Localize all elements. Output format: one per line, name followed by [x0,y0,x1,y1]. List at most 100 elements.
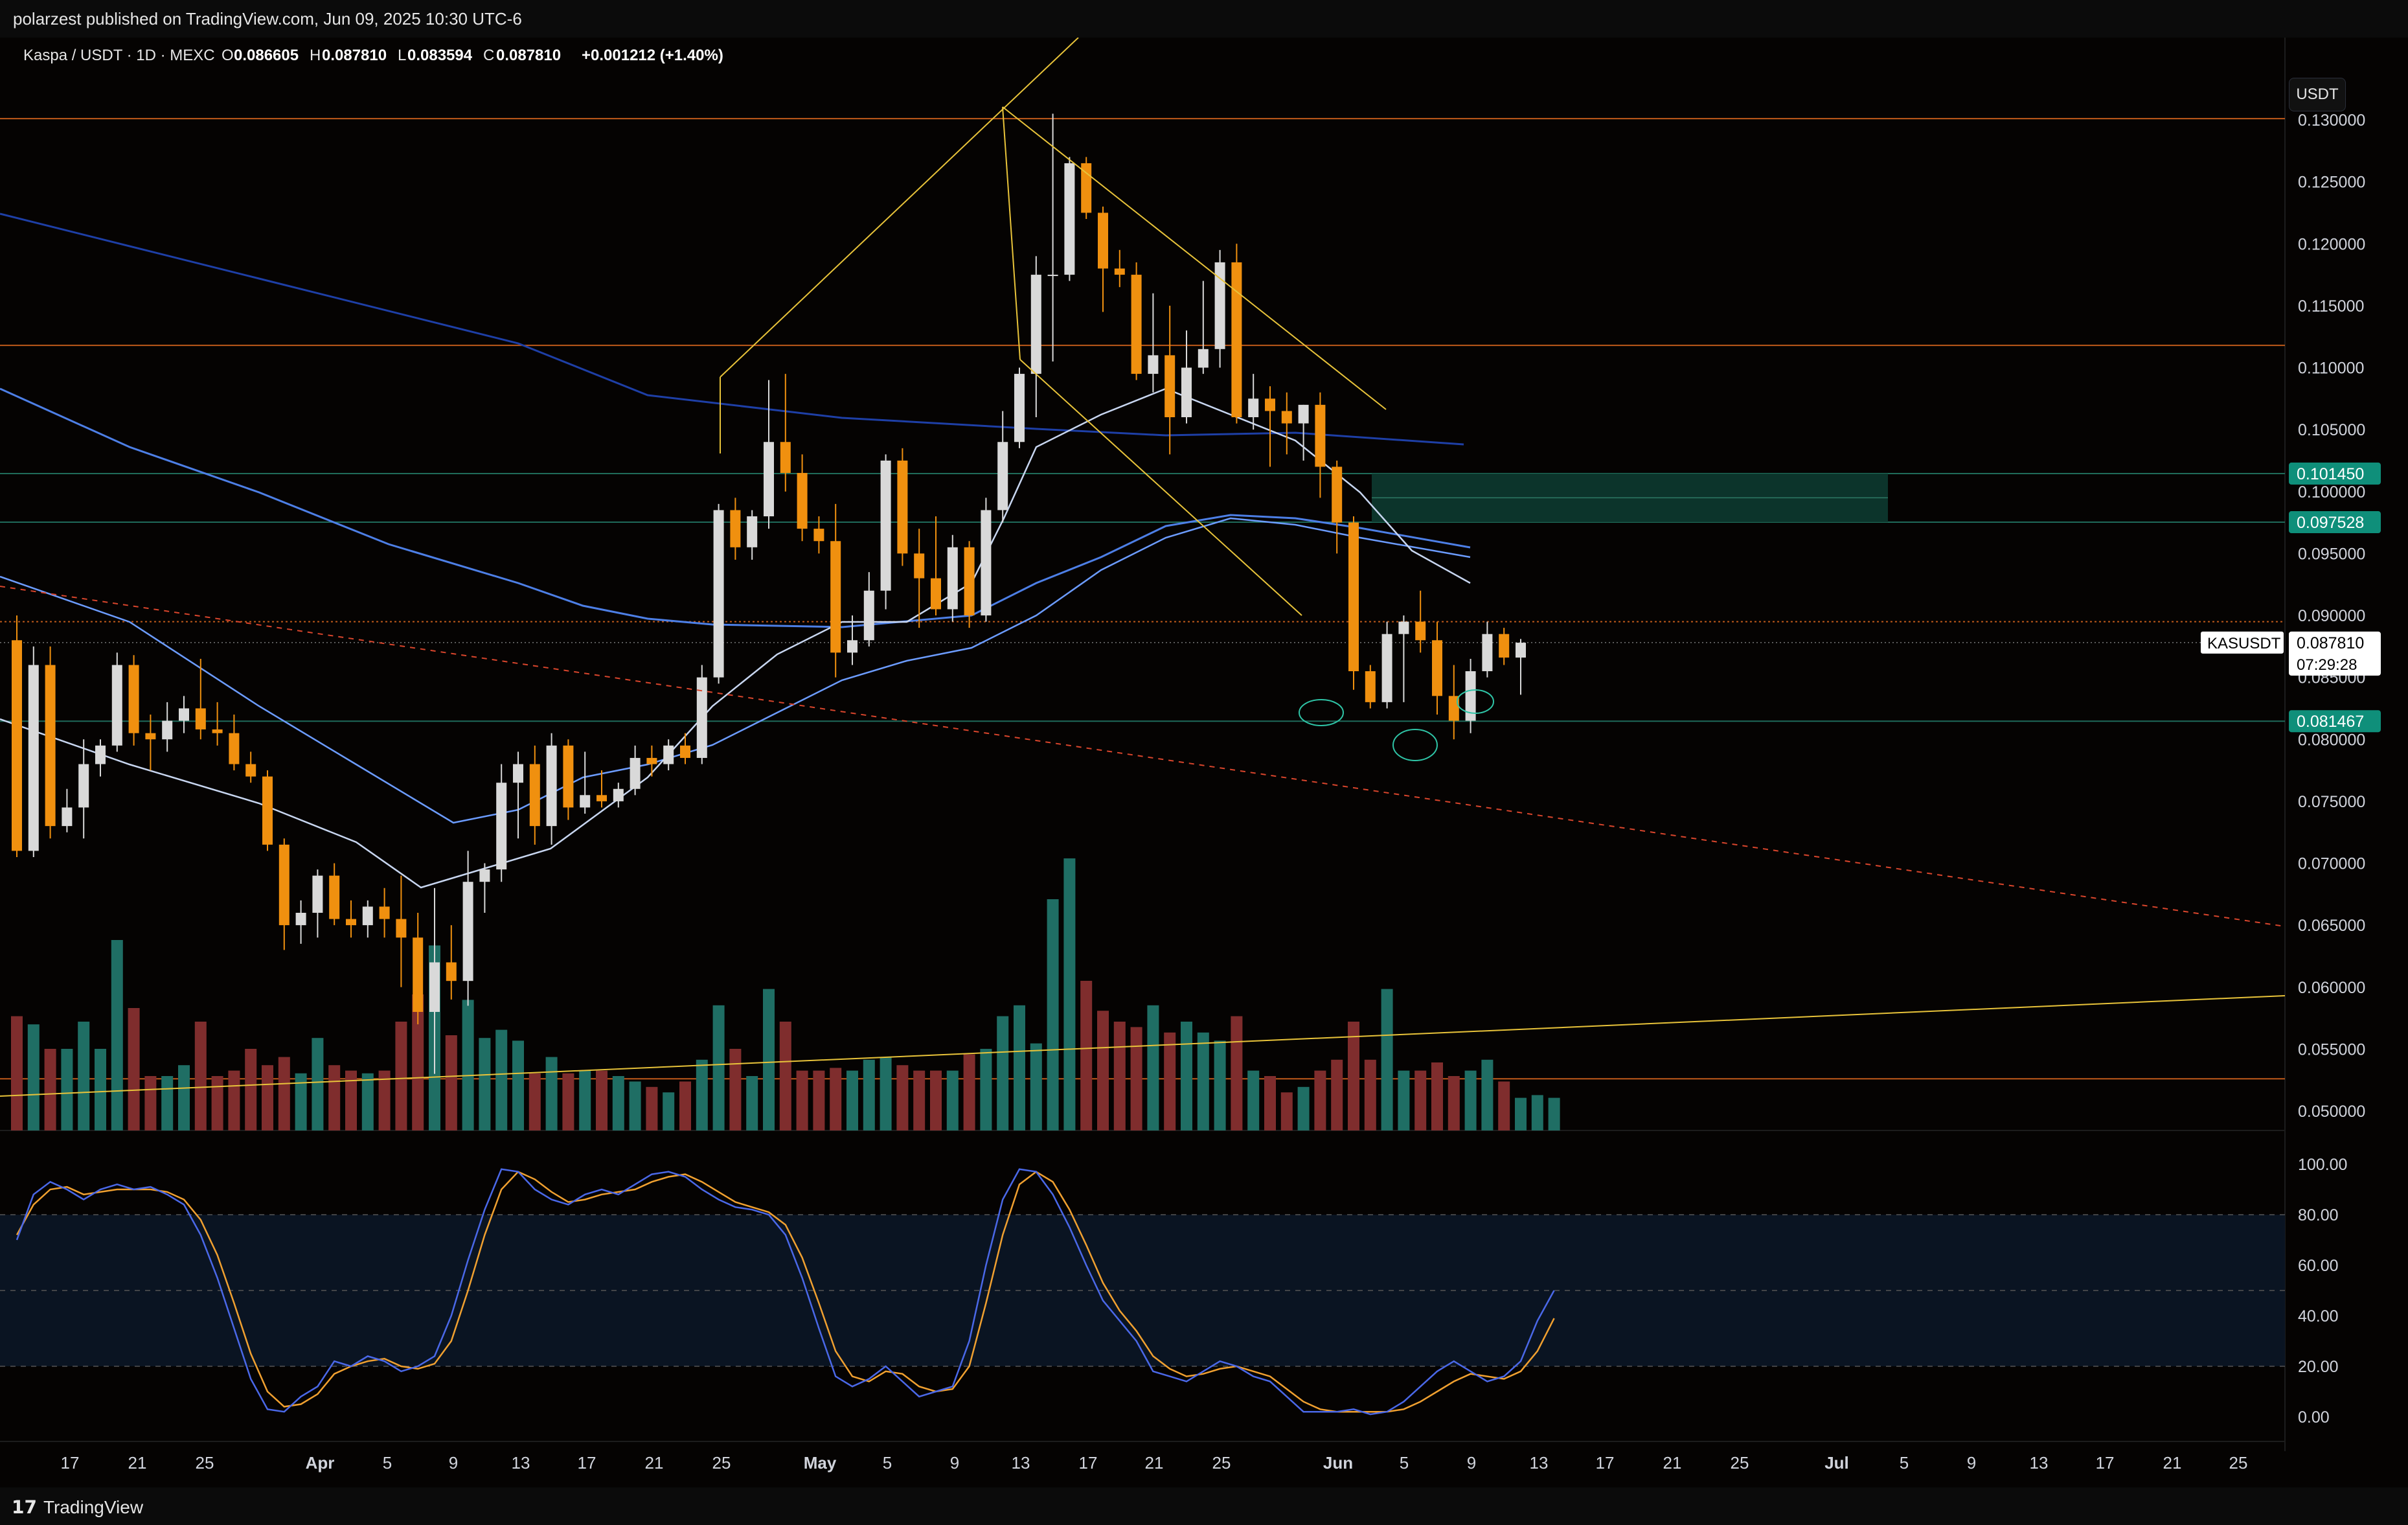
time-tick-label: 5 [883,1453,892,1473]
time-tick-label: 17 [2096,1453,2115,1473]
price-tick-label: 0.130000 [2298,111,2365,130]
candle-body [179,708,189,721]
candle-body [162,720,173,740]
volume-bar [1364,1059,1376,1130]
volume-bar [44,1049,56,1130]
volume-bar [95,1049,106,1130]
candle-body [696,677,707,758]
bounce-circle [1457,689,1494,714]
candle-body [396,919,407,938]
legend-high-label: H [310,47,321,64]
brand[interactable]: 𝟭𝟳 TradingView [12,1496,143,1518]
volume-bar [479,1038,491,1130]
candles-layer[interactable] [12,113,1526,1074]
candle-body [278,844,290,926]
candle-body [764,442,774,516]
candle-body [28,665,39,851]
candle-body [212,729,223,733]
volume-bar [1080,981,1093,1130]
volume-bar [629,1081,641,1130]
volume-bar [1214,1040,1226,1130]
volume-bar [11,1016,23,1130]
candle-body [563,745,574,808]
last-price-label: 0.087810 [2297,634,2364,652]
volume-bar [128,1008,140,1130]
volume-bar [1498,1081,1510,1130]
candle-body [1047,275,1058,277]
price-tick-label: 0.090000 [2298,607,2365,625]
volume-bar [1515,1097,1527,1130]
candle-body [1248,398,1259,417]
candle-body [596,795,607,801]
candle-body [1398,621,1409,634]
price-badge-label: 0.097528 [2297,514,2364,532]
volume-bar [1548,1097,1560,1130]
candle-body [1014,374,1025,442]
stochastic-pane[interactable]: 100.00 80.00 60.00 40.00 20.00 0.00 [0,1156,2347,1427]
indicator-layer [0,212,1471,889]
price-badge [2289,463,2381,485]
volume-bar [913,1070,926,1130]
volume-bar [763,989,775,1130]
volume-bar [896,1065,909,1130]
volume-bar [194,1022,207,1130]
price-tick-label: 0.055000 [2298,1040,2365,1059]
price-tick-label: 0.065000 [2298,917,2365,935]
volume-bar [863,1059,875,1130]
volume-bar [1381,989,1393,1130]
candle-body [847,640,858,653]
candle-body [797,473,808,529]
candle-body [780,442,791,474]
brand-name: TradingView [43,1496,144,1517]
currency-button[interactable]: USDT [2289,78,2346,111]
time-tick-label: 9 [1967,1453,1976,1473]
price-tick-label: 0.095000 [2298,545,2365,563]
volume-bar [178,1065,190,1130]
candle-body [713,510,724,678]
volume-bar [729,1049,742,1130]
volume-bar [1297,1086,1310,1130]
candle-body [914,553,925,579]
time-tick-label: 13 [2030,1453,2049,1473]
drawings-layer[interactable] [0,37,2286,1097]
volume-bar [78,1022,90,1130]
ma-100-line [0,387,1471,628]
candle-body [1265,398,1275,411]
volume-bar [1464,1070,1477,1130]
candle-body [1482,634,1493,672]
volume-bar [579,1070,591,1130]
time-tick-label: 9 [449,1453,458,1473]
volume-bar [562,1073,574,1130]
volume-bar [345,1070,357,1130]
candle-body [880,460,891,591]
volume-bar [495,1029,508,1130]
candle-body [312,875,323,913]
chart-area[interactable]: Kaspa / USDT · 1D · MEXC O 0.086605 H 0.… [0,37,2408,1525]
price-chart[interactable]: Kaspa / USDT · 1D · MEXC O 0.086605 H 0.… [0,37,2408,1487]
trendline-down-upper [1002,106,1387,410]
ma-20-line [0,387,1471,889]
time-tick-label: 25 [2229,1453,2248,1473]
price-tick-label: 0.080000 [2298,731,2365,749]
candle-body [145,733,156,740]
volume-bar [997,1016,1009,1130]
candle-body [663,745,674,764]
volume-bar [1431,1062,1443,1130]
symbol-badge-label: KASUSDT [2207,635,2281,652]
volume-bar [61,1049,73,1130]
long-trendline [0,995,2286,1097]
legend-symbol: Kaspa / USDT · 1D · MEXC [23,47,215,64]
time-tick-label: 9 [950,1453,959,1473]
time-tick-label: Jun [1323,1453,1353,1473]
time-tick-label: 13 [1012,1453,1030,1473]
candle-body [529,764,540,827]
volume-bar [880,1057,892,1130]
volume-bar [679,1081,691,1130]
volume-bar [1181,1022,1192,1130]
time-tick-label: Jul [1824,1453,1849,1473]
candle-body [981,510,992,615]
axes-layer: 0.130000 0.125000 0.120000 0.115000 0.110000… [61,111,2381,1473]
candle-body [1064,163,1075,275]
candle-body [1332,466,1343,523]
time-tick-label: 13 [512,1453,530,1473]
